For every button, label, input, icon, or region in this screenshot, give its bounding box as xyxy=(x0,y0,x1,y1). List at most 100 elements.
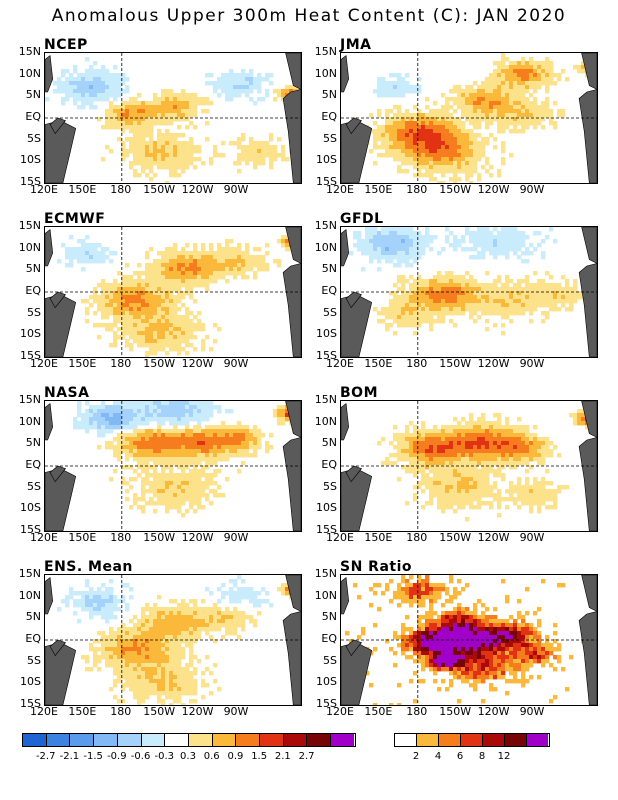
lon-label: 120W xyxy=(477,531,510,544)
colorbar-swatch xyxy=(165,734,189,746)
lon-label: 180 xyxy=(406,183,428,196)
lat-label: 5S xyxy=(27,653,41,667)
lat-label: 10N xyxy=(18,240,41,254)
map-bom xyxy=(340,400,598,532)
lon-label: 120W xyxy=(477,183,510,196)
lon-label: 90W xyxy=(519,531,545,544)
lon-label: 90W xyxy=(223,705,249,718)
snr-colorbar xyxy=(394,733,550,747)
colorbar-label: 8 xyxy=(478,751,486,762)
lat-label: 5N xyxy=(25,262,41,276)
map-field-ecmwf xyxy=(45,227,301,357)
lat-label: 5N xyxy=(25,88,41,102)
lon-label: 150W xyxy=(143,531,176,544)
colorbar-label: -2.7 xyxy=(35,751,56,762)
lon-label: 150E xyxy=(68,705,97,718)
landmass-1 xyxy=(345,639,362,657)
lon-label: 120E xyxy=(326,531,354,544)
colorbar-swatch xyxy=(23,734,47,746)
colorbar-swatch xyxy=(236,734,261,746)
lat-label: EQ xyxy=(25,110,41,123)
landmass-1 xyxy=(49,639,66,657)
colorbar-label: -0.9 xyxy=(107,751,127,762)
lon-label: 120W xyxy=(477,357,510,370)
landmass-4 xyxy=(581,401,597,438)
lon-label: 120E xyxy=(30,705,58,718)
lat-label: 15N xyxy=(314,393,337,406)
landmass-3 xyxy=(282,437,301,531)
landmass-2 xyxy=(45,403,54,441)
lon-label: 120W xyxy=(181,531,214,544)
lat-label: EQ xyxy=(321,458,337,471)
landmass-2 xyxy=(45,229,54,267)
landmass-3 xyxy=(578,611,597,705)
panel-title-ens: ENS. Mean xyxy=(44,559,133,575)
lon-label: 120E xyxy=(326,357,354,370)
landmass-4 xyxy=(285,575,301,612)
landmass-3 xyxy=(578,263,597,357)
colorbar-swatch xyxy=(260,734,284,746)
figure-title: Anomalous Upper 300m Heat Content (C): J… xyxy=(51,6,567,26)
lat-label: 15N xyxy=(18,393,41,406)
landmass-0 xyxy=(341,120,373,183)
lat-label: 15S xyxy=(20,697,41,710)
lon-label: 180 xyxy=(110,357,132,370)
colorbar-swatch xyxy=(439,734,461,746)
colorbar-swatch xyxy=(307,734,332,746)
lat-label: 5S xyxy=(323,131,337,145)
lat-label: 15S xyxy=(316,349,337,362)
lon-label: 180 xyxy=(406,705,428,718)
lat-label: EQ xyxy=(321,632,337,645)
lon-label: 90W xyxy=(223,531,249,544)
lat-label: 15S xyxy=(316,697,337,710)
lon-label: 150E xyxy=(68,357,97,370)
panel-title-nasa: NASA xyxy=(44,385,90,401)
lat-label: 10N xyxy=(314,414,337,428)
colorbar-label: -1.5 xyxy=(83,751,103,762)
colorbar-swatch xyxy=(141,734,166,746)
landmass-2 xyxy=(341,55,350,93)
map-gfdl xyxy=(340,226,598,358)
colorbar-swatch xyxy=(331,734,354,746)
landmass-0 xyxy=(341,468,373,531)
lon-label: 150E xyxy=(68,183,97,196)
lon-label: 150W xyxy=(439,183,472,196)
colorbar-label: 4 xyxy=(434,751,442,762)
lat-label: 10N xyxy=(18,66,41,80)
colorbar-label: -0.6 xyxy=(130,751,151,762)
lat-label: 15S xyxy=(316,175,337,188)
landmass-1 xyxy=(345,117,362,135)
landmass-4 xyxy=(581,53,597,90)
colorbar-swatch xyxy=(461,734,483,746)
landmass-1 xyxy=(49,291,66,309)
lat-label: 10N xyxy=(314,240,337,254)
colorbar-label: 12 xyxy=(497,751,511,762)
lon-label: 90W xyxy=(223,357,249,370)
lat-label: 15N xyxy=(314,567,337,580)
lat-label: 5N xyxy=(25,436,41,450)
map-field-jma xyxy=(341,53,597,183)
lat-label: 5N xyxy=(321,88,337,102)
lon-label: 120W xyxy=(181,183,214,196)
lon-label: 150W xyxy=(439,705,472,718)
colorbar-label: 2.1 xyxy=(274,751,291,762)
lon-label: 150E xyxy=(364,357,393,370)
lat-label: 15N xyxy=(18,45,41,58)
lon-label: 150W xyxy=(143,357,176,370)
colorbar-label: 2.7 xyxy=(298,751,315,762)
landmass-0 xyxy=(45,294,77,357)
landmass-0 xyxy=(45,120,77,183)
lon-label: 90W xyxy=(519,183,545,196)
colorbar-label: -0.3 xyxy=(154,751,175,762)
landmass-4 xyxy=(285,53,301,90)
panel-title-bom: BOM xyxy=(340,385,379,401)
lat-label: 15N xyxy=(314,45,337,58)
colorbar-swatch xyxy=(395,734,417,746)
colorbar-label: 2 xyxy=(412,751,420,762)
map-field-nasa xyxy=(45,401,301,531)
map-ens xyxy=(44,574,302,706)
lat-label: 10S xyxy=(316,153,337,167)
colorbar-swatch xyxy=(527,734,548,746)
colorbar-swatch xyxy=(46,734,71,746)
lon-label: 120W xyxy=(477,705,510,718)
